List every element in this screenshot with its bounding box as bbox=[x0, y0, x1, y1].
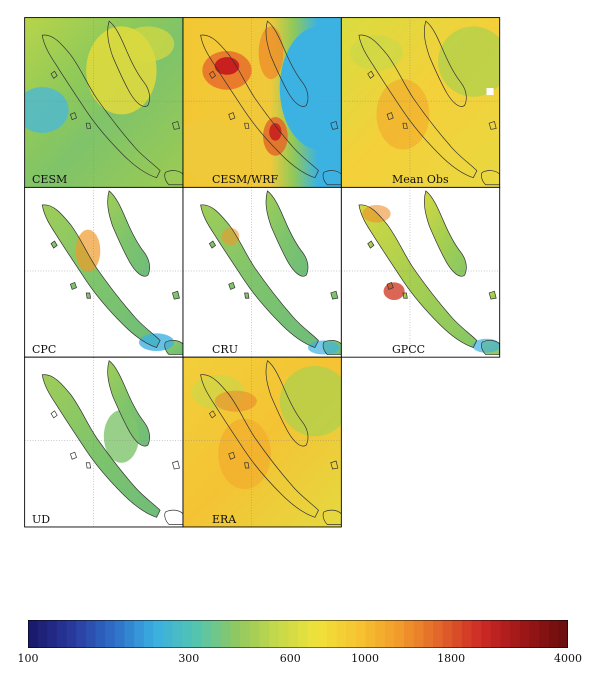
panel-mean-obs bbox=[340, 17, 501, 188]
colorbar-cell bbox=[66, 620, 77, 648]
colorbar-cell bbox=[28, 620, 39, 648]
colorbar-cell bbox=[37, 620, 48, 648]
panel-cpc bbox=[24, 186, 184, 358]
panel-label-mean-obs: Mean Obs bbox=[392, 173, 449, 187]
colorbar-cell bbox=[365, 620, 376, 648]
colorbar-cell bbox=[47, 620, 58, 648]
colorbar-tick-label: 300 bbox=[178, 652, 200, 665]
colorbar-cell bbox=[500, 620, 511, 648]
colorbar-cell bbox=[269, 620, 280, 648]
panel-label-cesm-wrf: CESM/WRF bbox=[212, 173, 279, 187]
colorbar-cell bbox=[85, 620, 97, 648]
colorbar-cell bbox=[404, 620, 415, 648]
colorbar-cell bbox=[182, 620, 193, 648]
colorbar-cell bbox=[134, 620, 145, 648]
panel-label-gpcc: GPCC bbox=[392, 343, 426, 357]
colorbar-cell bbox=[433, 620, 444, 648]
colorbar-tick-label: 1000 bbox=[351, 652, 380, 665]
colorbar-tick-label: 100 bbox=[17, 652, 39, 665]
colorbar-cell bbox=[172, 620, 183, 648]
panel-ud bbox=[24, 356, 184, 528]
colorbar-cell bbox=[461, 620, 473, 648]
panel-label-cesm: CESM bbox=[32, 173, 68, 187]
colorbar-cell bbox=[56, 620, 68, 648]
colorbar-cell bbox=[481, 620, 492, 648]
colorbar-cell bbox=[471, 620, 482, 648]
colorbar-cell bbox=[529, 620, 540, 648]
panel-gpcc bbox=[340, 186, 501, 358]
colorbar-cell bbox=[355, 620, 367, 648]
colorbar-cell bbox=[220, 620, 232, 648]
colorbar-cell bbox=[452, 620, 463, 648]
colorbar-cell bbox=[288, 620, 299, 648]
colorbar-cell bbox=[548, 620, 559, 648]
colorbar-cell bbox=[114, 620, 126, 648]
panel-cesm-wrf bbox=[182, 17, 342, 188]
colorbar-cell bbox=[519, 620, 531, 648]
colorbar-cell bbox=[191, 620, 203, 648]
colorbar-cell bbox=[211, 620, 222, 648]
colorbar-cell bbox=[384, 620, 396, 648]
colorbar-cell bbox=[336, 620, 347, 648]
colorbar-cell bbox=[510, 620, 521, 648]
colorbar-cell bbox=[153, 620, 164, 648]
colorbar-cell bbox=[442, 620, 453, 648]
colorbar-cell bbox=[124, 620, 135, 648]
colorbar-cell bbox=[317, 620, 328, 648]
panel-cru bbox=[182, 186, 342, 358]
colorbar-cell bbox=[558, 620, 568, 648]
colorbar-tick-label: 600 bbox=[279, 652, 301, 665]
colorbar-tick-label: 4000 bbox=[554, 652, 582, 665]
colorbar-cell bbox=[163, 620, 174, 648]
map-grid bbox=[24, 17, 501, 528]
colorbar-tick-label: 1800 bbox=[437, 652, 466, 665]
colorbar-cell bbox=[298, 620, 309, 648]
colorbar-cell bbox=[143, 620, 154, 648]
colorbar-cell bbox=[95, 620, 106, 648]
colorbar-cell bbox=[307, 620, 318, 648]
colorbar-cell bbox=[413, 620, 424, 648]
colorbar-cell bbox=[539, 620, 550, 648]
colorbar-cell bbox=[375, 620, 386, 648]
colorbar-cell bbox=[201, 620, 212, 648]
panel-era bbox=[182, 356, 342, 528]
colorbar-cell bbox=[278, 620, 289, 648]
panel-label-ud: UD bbox=[32, 512, 51, 526]
colorbar-cell bbox=[394, 620, 405, 648]
colorbar-cell bbox=[490, 620, 502, 648]
colorbar-cell bbox=[259, 620, 270, 648]
colorbar-cell bbox=[249, 620, 261, 648]
colorbar-cell bbox=[105, 620, 116, 648]
colorbar-cell bbox=[346, 620, 357, 648]
panel-cesm bbox=[24, 17, 184, 188]
colorbar bbox=[28, 620, 568, 648]
panel-label-era: ERA bbox=[212, 512, 237, 526]
panel-label-cpc: CPC bbox=[32, 343, 57, 357]
colorbar-cell bbox=[326, 620, 338, 648]
colorbar-cell bbox=[240, 620, 251, 648]
colorbar-cell bbox=[76, 620, 87, 648]
colorbar-cell bbox=[423, 620, 434, 648]
colorbar-cell bbox=[230, 620, 241, 648]
panel-label-cru: CRU bbox=[212, 343, 238, 357]
